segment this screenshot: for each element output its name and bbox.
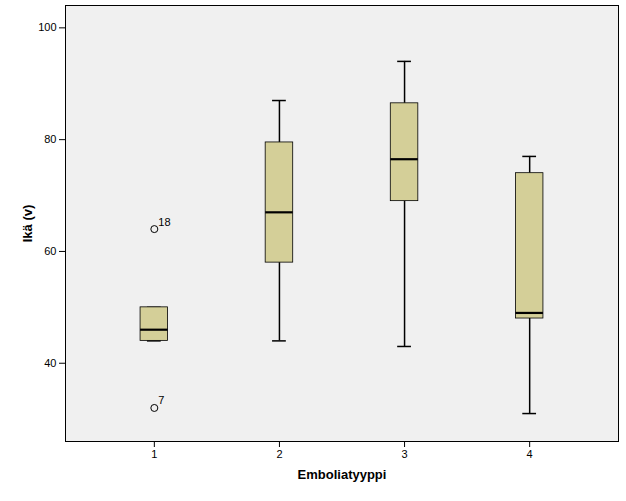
- svg-text:60: 60: [44, 245, 56, 257]
- svg-text:Emboliatyyppi: Emboliatyyppi: [298, 467, 387, 482]
- svg-text:3: 3: [401, 448, 407, 460]
- svg-text:100: 100: [38, 21, 56, 33]
- svg-text:7: 7: [158, 394, 164, 406]
- svg-text:80: 80: [44, 133, 56, 145]
- svg-text:40: 40: [44, 357, 56, 369]
- svg-text:1: 1: [151, 448, 157, 460]
- svg-text:Ikä (v): Ikä (v): [20, 205, 35, 243]
- svg-text:2: 2: [276, 448, 282, 460]
- svg-text:4: 4: [527, 448, 533, 460]
- svg-text:18: 18: [158, 216, 170, 228]
